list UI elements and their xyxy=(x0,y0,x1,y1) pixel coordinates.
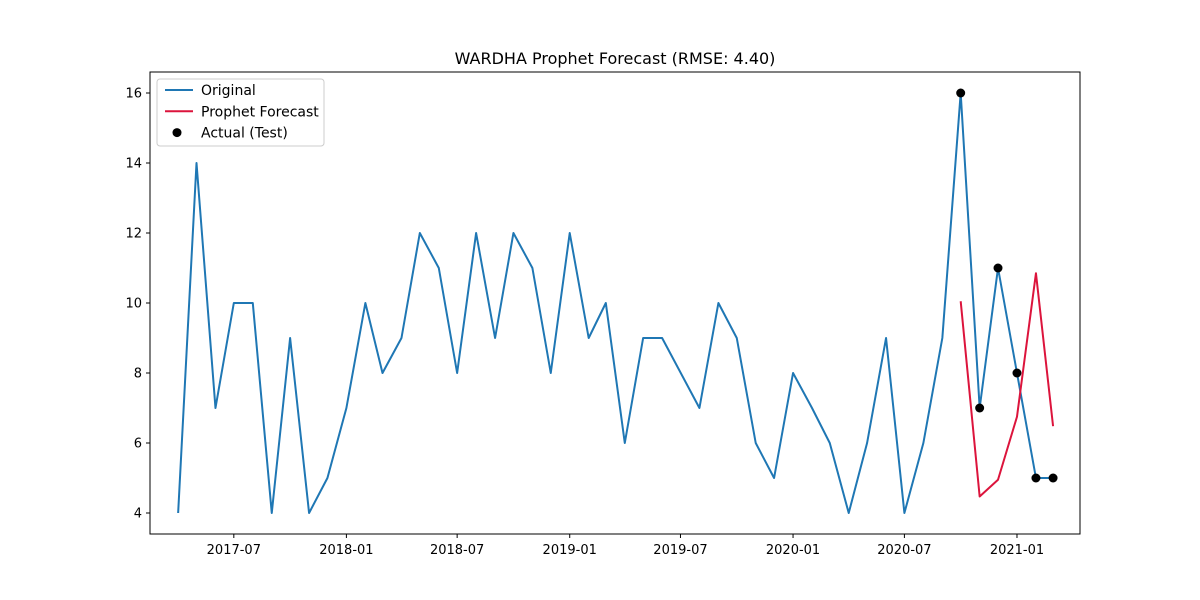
legend-box xyxy=(156,78,325,147)
x-tick-label: 2020-01 xyxy=(766,543,820,558)
plot-area xyxy=(177,88,1058,514)
actual-test-point xyxy=(1048,473,1058,483)
original-line xyxy=(177,92,1054,514)
legend-label-prophet-forecast: Prophet Forecast xyxy=(201,104,319,120)
y-tick-label: 10 xyxy=(125,297,142,312)
x-tick-label: 2019-07 xyxy=(653,543,707,558)
x-tick-label: 2019-01 xyxy=(543,543,597,558)
x-tick-label: 2020-07 xyxy=(877,543,931,558)
x-tick-label: 2021-01 xyxy=(990,543,1044,558)
x-tick-label: 2017-07 xyxy=(207,543,261,558)
y-tick-label: 4 xyxy=(134,507,142,522)
y-tick-label: 14 xyxy=(125,157,142,172)
y-tick-label: 6 xyxy=(134,437,142,452)
x-tick-label: 2018-01 xyxy=(319,543,373,558)
legend-label-actual-test: Actual (Test) xyxy=(201,126,288,142)
x-axis: 2017-07 2018-01 2018-07 2019-01 2019-07 2020-… xyxy=(207,534,1044,558)
y-tick-label: 16 xyxy=(125,87,142,102)
legend-swatch-actual-test xyxy=(172,128,182,138)
y-axis: 4 6 8 10 12 14 16 xyxy=(125,87,150,522)
actual-test-point xyxy=(993,263,1003,273)
actual-test-point xyxy=(1012,368,1022,378)
chart-title: WARDHA Prophet Forecast (RMSE: 4.40) xyxy=(455,49,776,68)
legend: Original Prophet Forecast Actual (Test) xyxy=(156,78,325,147)
actual-test-point xyxy=(975,403,985,413)
actual-test-point xyxy=(1031,473,1041,483)
actual-test-point xyxy=(956,88,966,98)
legend-label-original: Original xyxy=(201,83,256,99)
x-tick-label: 2018-07 xyxy=(430,543,484,558)
y-tick-label: 8 xyxy=(134,367,142,382)
prophet-forecast-line xyxy=(959,272,1055,498)
y-tick-label: 12 xyxy=(125,227,142,242)
